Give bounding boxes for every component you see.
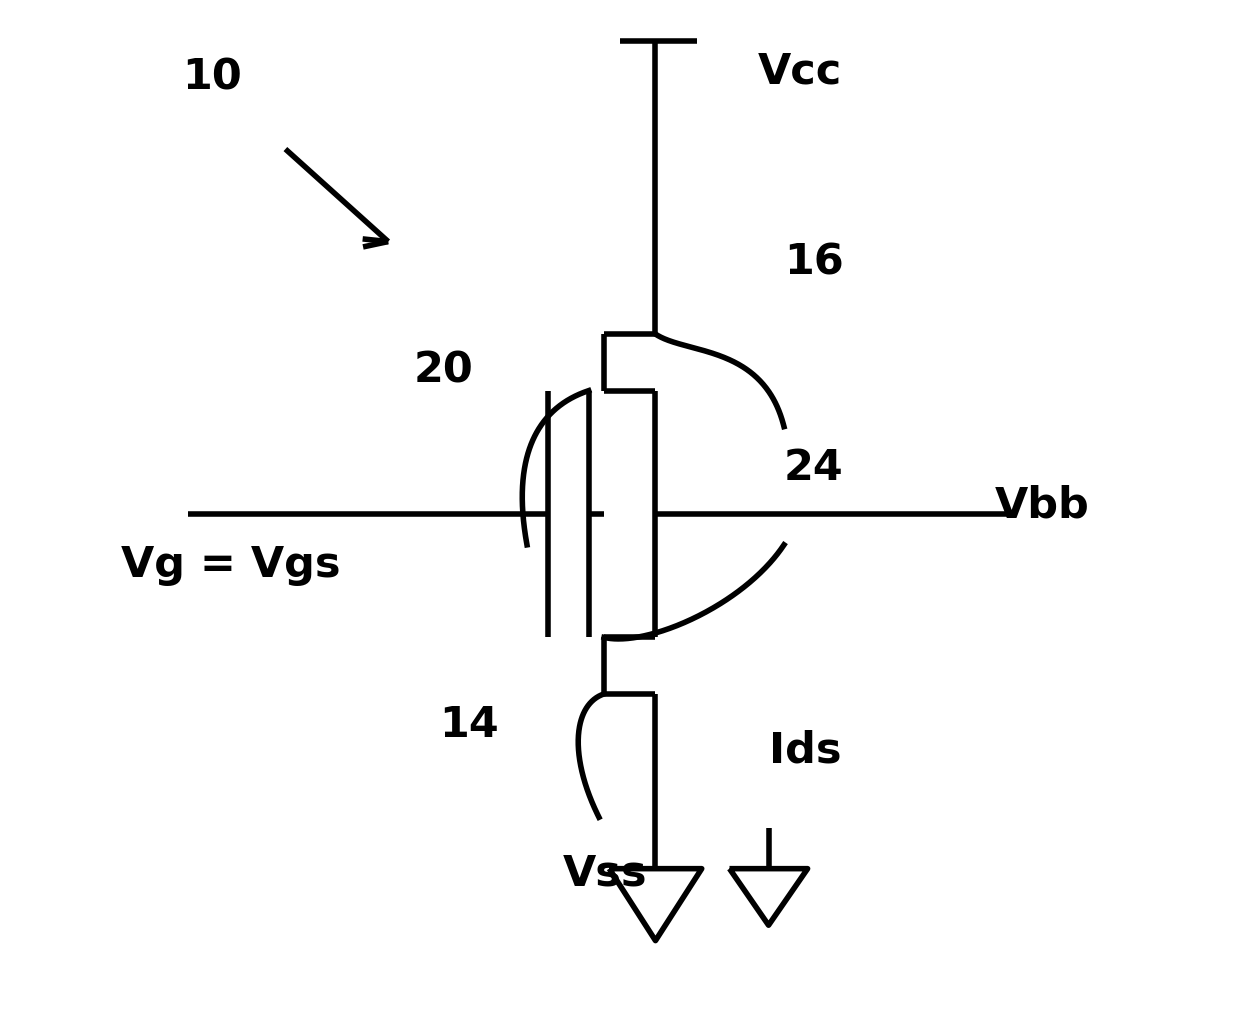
Text: Vbb: Vbb: [995, 485, 1089, 526]
Text: Vcc: Vcc: [758, 51, 843, 93]
Text: Vg = Vgs: Vg = Vgs: [121, 545, 341, 586]
Text: 24: 24: [784, 447, 844, 488]
Text: 10: 10: [182, 57, 243, 98]
Text: Ids: Ids: [768, 730, 841, 771]
Text: 14: 14: [440, 704, 499, 745]
Text: Vss: Vss: [563, 853, 648, 894]
Text: 16: 16: [784, 242, 844, 283]
Text: 20: 20: [414, 350, 473, 391]
